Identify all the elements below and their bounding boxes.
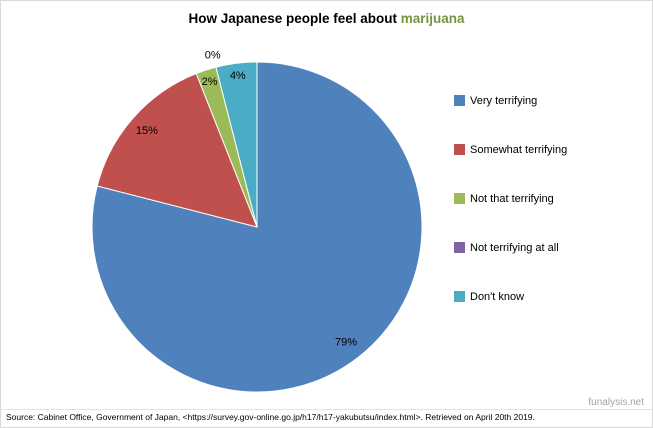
footer-divider (1, 409, 652, 410)
source-text: Source: Cabinet Office, Government of Ja… (6, 412, 535, 422)
pie-label-3: 0% (205, 49, 221, 61)
legend-swatch-0 (454, 95, 465, 106)
legend-swatch-4 (454, 291, 465, 302)
legend-item-1: Somewhat terrifying (454, 143, 567, 156)
legend-label-1: Somewhat terrifying (470, 143, 568, 156)
legend: Very terrifying Somewhat terrifying Not th… (454, 94, 567, 339)
pie-slice-4 (215, 61, 258, 228)
legend-label-2: Not that terrifying (470, 192, 554, 205)
legend-swatch-2 (454, 193, 465, 204)
legend-item-0: Very terrifying (454, 94, 567, 107)
pie-slice-0 (91, 61, 423, 393)
legend-item-4: Don't know (454, 290, 567, 303)
pie-slice-1 (96, 72, 258, 228)
chart-title-main: How Japanese people feel about (188, 11, 401, 26)
legend-label-0: Very terrifying (470, 94, 538, 107)
pie-chart: 79% 15% 2% 0% 4% (91, 49, 423, 393)
pie-label-1: 15% (136, 125, 158, 137)
pie-label-4: 4% (230, 70, 246, 82)
legend-item-3: Not terrifying at all (454, 241, 567, 254)
chart-title: How Japanese people feel about marijuana (1, 11, 652, 26)
legend-swatch-3 (454, 242, 465, 253)
legend-label-4: Don't know (470, 290, 525, 303)
watermark: funalysis.net (588, 397, 644, 408)
pie-label-0: 79% (335, 337, 357, 349)
chart-title-highlight: marijuana (400, 11, 465, 26)
pie-label-2: 2% (202, 76, 218, 88)
legend-label-3: Not terrifying at all (470, 241, 559, 254)
legend-item-2: Not that terrifying (454, 192, 567, 205)
legend-swatch-1 (454, 144, 465, 155)
